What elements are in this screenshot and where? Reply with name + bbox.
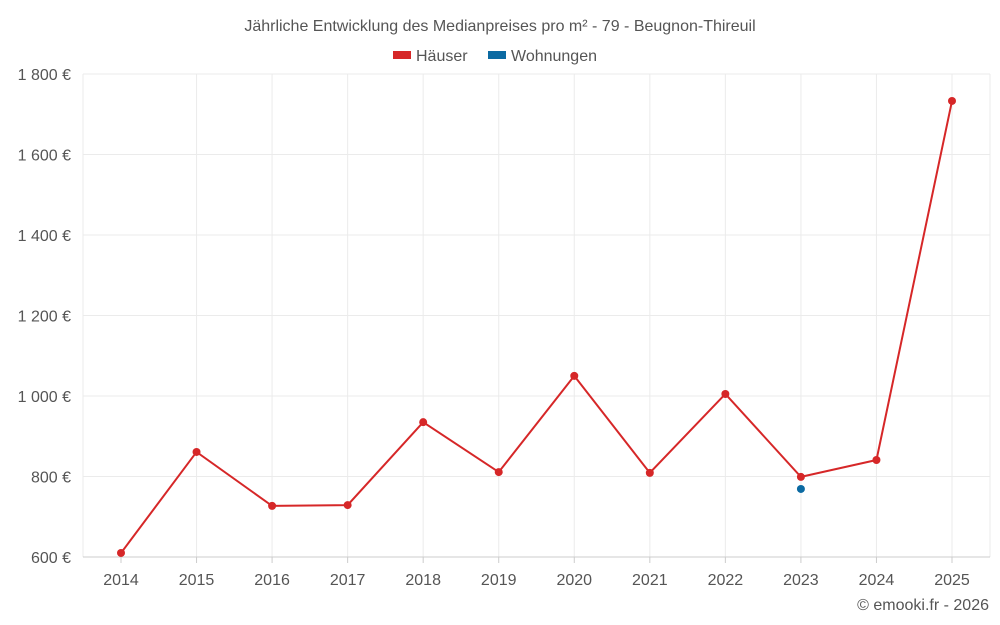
axes: 600 € 800 € 1 000 € 1 200 € 1 400 € 1 600 € 1 … bbox=[18, 67, 990, 589]
chart-title: Jährliche Entwicklung des Medianpreises … bbox=[244, 18, 755, 35]
x-tick-label: 2020 bbox=[556, 572, 592, 589]
x-tick-label: 2017 bbox=[330, 572, 366, 589]
data-point bbox=[721, 389, 730, 398]
data-point bbox=[192, 447, 201, 456]
x-tick-label: 2025 bbox=[934, 572, 970, 589]
data-point bbox=[948, 96, 956, 105]
data-point bbox=[117, 548, 125, 557]
series-layer bbox=[117, 96, 956, 557]
legend-label: Wohnungen bbox=[511, 48, 597, 65]
data-point bbox=[268, 501, 277, 510]
x-tick-label: 2019 bbox=[481, 572, 517, 589]
y-tick-label: 1 600 € bbox=[18, 148, 71, 165]
data-point bbox=[796, 472, 805, 481]
credit-text: © emooki.fr - 2026 bbox=[857, 597, 989, 614]
y-tick-label: 1 000 € bbox=[18, 389, 71, 406]
legend: Häuser Wohnungen bbox=[393, 48, 597, 65]
data-point bbox=[494, 468, 503, 477]
x-tick-label: 2024 bbox=[859, 572, 895, 589]
y-tick-label: 600 € bbox=[31, 550, 71, 567]
legend-swatch-häuser bbox=[393, 51, 411, 59]
legend-swatch-wohnungen bbox=[488, 51, 506, 59]
legend-label: Häuser bbox=[416, 48, 468, 65]
data-point bbox=[796, 484, 805, 493]
grid bbox=[82, 73, 991, 558]
series-line-häuser bbox=[120, 100, 953, 554]
y-tick-label: 800 € bbox=[31, 470, 71, 487]
y-tick-label: 1 200 € bbox=[18, 309, 71, 326]
x-tick-label: 2015 bbox=[179, 572, 215, 589]
x-tick-label: 2016 bbox=[254, 572, 290, 589]
x-tick-label: 2018 bbox=[405, 572, 441, 589]
x-tick-label: 2022 bbox=[708, 572, 744, 589]
data-point bbox=[343, 501, 352, 510]
data-point bbox=[645, 468, 654, 477]
x-tick-label: 2021 bbox=[632, 572, 668, 589]
data-point bbox=[419, 418, 428, 427]
y-tick-label: 1 800 € bbox=[18, 67, 71, 84]
data-point bbox=[872, 455, 881, 464]
y-tick-label: 1 400 € bbox=[18, 228, 71, 245]
x-tick-label: 2014 bbox=[103, 572, 139, 589]
x-tick-label: 2023 bbox=[783, 572, 819, 589]
data-point bbox=[570, 371, 579, 380]
